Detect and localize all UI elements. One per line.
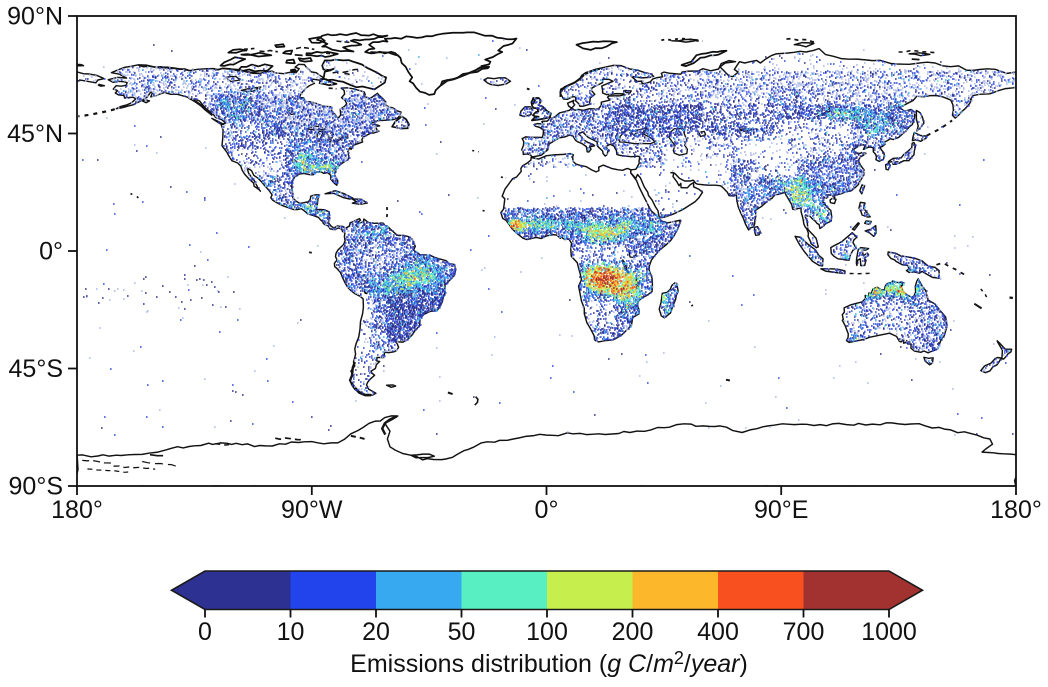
svg-text:45°N: 45°N (7, 120, 63, 148)
svg-text:1000: 1000 (861, 618, 917, 646)
svg-text:45°S: 45°S (9, 355, 63, 383)
svg-text:180°: 180° (51, 496, 103, 524)
svg-text:90°W: 90°W (281, 496, 343, 524)
svg-text:10: 10 (277, 618, 305, 646)
svg-text:100: 100 (526, 618, 568, 646)
svg-text:180°: 180° (990, 496, 1042, 524)
svg-text:90°E: 90°E (754, 496, 808, 524)
svg-text:700: 700 (783, 618, 825, 646)
svg-text:400: 400 (697, 618, 739, 646)
svg-text:50: 50 (448, 618, 476, 646)
svg-text:200: 200 (612, 618, 654, 646)
svg-text:90°S: 90°S (9, 473, 63, 501)
svg-text:0: 0 (198, 618, 212, 646)
svg-text:Emissions distribution (g C/m2: Emissions distribution (g C/m2/year) (350, 648, 748, 678)
svg-text:90°N: 90°N (7, 3, 63, 31)
svg-text:0°: 0° (39, 238, 63, 266)
svg-text:20: 20 (362, 618, 390, 646)
svg-text:0°: 0° (535, 496, 559, 524)
